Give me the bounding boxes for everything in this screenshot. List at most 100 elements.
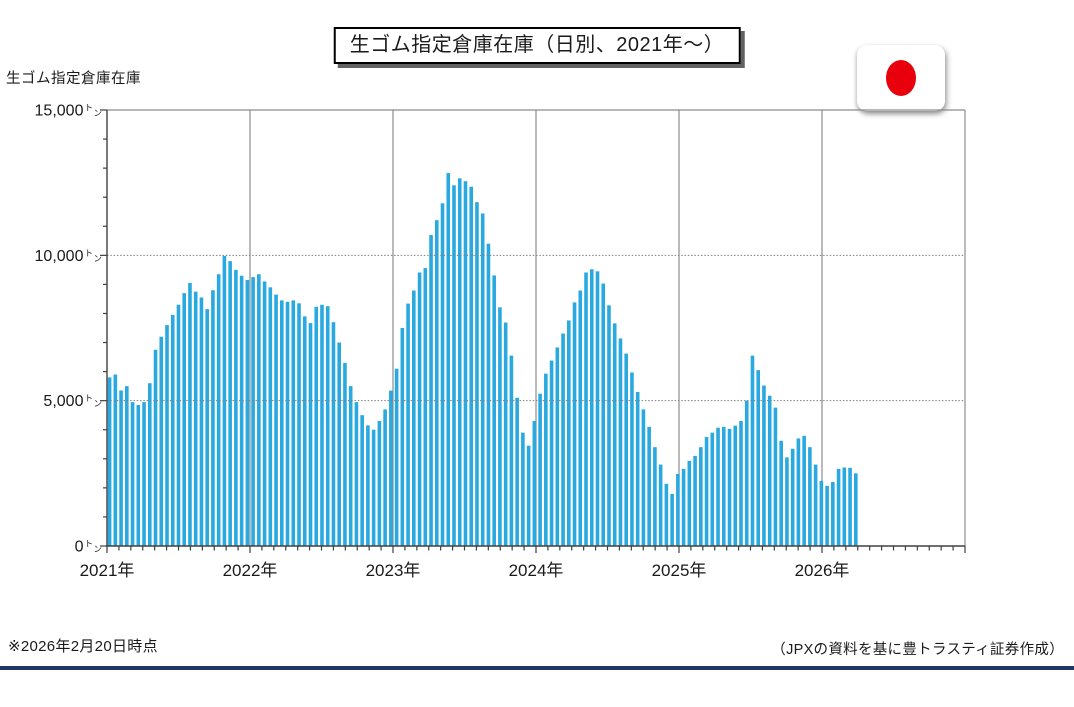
bar [262, 281, 267, 546]
source-note: （JPXの資料を基に豊トラスティ証券作成） [771, 642, 1064, 658]
bar [486, 243, 491, 546]
bar [612, 323, 617, 546]
bar [125, 386, 129, 546]
bar [721, 426, 726, 546]
bar [245, 280, 250, 546]
bar [354, 402, 359, 546]
bar [119, 390, 123, 546]
japan-flag-icon [857, 45, 945, 111]
bar [222, 255, 227, 546]
bar [130, 402, 135, 546]
bar [440, 203, 445, 547]
bar [211, 290, 215, 546]
y-tick-label: 10,000トン [35, 248, 102, 265]
bar [733, 425, 738, 546]
bar [813, 464, 818, 546]
bar [526, 445, 531, 546]
bar [848, 467, 852, 546]
bar [796, 438, 801, 546]
x-tick-label: 2022年 [223, 561, 278, 580]
bar [257, 274, 261, 546]
bar [113, 374, 118, 546]
bar [228, 261, 232, 546]
bar [664, 483, 669, 546]
bar [601, 283, 606, 546]
bar [561, 333, 565, 546]
x-tick-label: 2026年 [795, 561, 850, 580]
bar [320, 304, 324, 546]
bar [285, 301, 290, 546]
bar [693, 455, 697, 546]
chart-title: 生ゴム指定倉庫在庫（日別、2021年～） [349, 34, 725, 56]
bar [658, 464, 663, 546]
bar [193, 291, 198, 546]
bar [377, 421, 382, 546]
bar [842, 467, 847, 546]
bar [854, 473, 858, 546]
bar [819, 480, 824, 546]
bar [555, 347, 560, 546]
x-tick-label: 2025年 [652, 561, 707, 580]
bar [234, 269, 238, 546]
bar [297, 303, 301, 546]
bar [383, 409, 387, 546]
bar [182, 293, 187, 546]
bar [268, 287, 273, 546]
bar [676, 473, 680, 546]
bar [325, 306, 330, 546]
x-tick-label: 2021年 [80, 561, 135, 580]
bar [452, 185, 456, 546]
bar [205, 309, 209, 546]
bar [515, 397, 519, 546]
bar [251, 277, 255, 546]
bar [314, 306, 319, 546]
bar [308, 323, 313, 546]
bar [291, 300, 296, 546]
bar [825, 485, 829, 546]
bar [498, 307, 502, 546]
bar [567, 320, 571, 546]
bar [475, 202, 479, 546]
bar [337, 342, 341, 546]
bar [457, 178, 462, 546]
bar [176, 304, 181, 546]
bar [595, 271, 600, 546]
bar [532, 421, 537, 546]
bar [429, 234, 433, 547]
bar [360, 415, 364, 546]
bar [412, 290, 416, 546]
bar [744, 400, 749, 546]
x-tick-label: 2023年 [366, 561, 421, 580]
bar [348, 386, 353, 546]
bar [366, 425, 370, 546]
bar [159, 336, 164, 546]
bar [681, 468, 686, 546]
bar [389, 390, 393, 546]
bar [727, 428, 732, 546]
bar [750, 355, 755, 546]
bar [538, 393, 542, 546]
bar [406, 303, 410, 546]
bar [773, 407, 778, 546]
bar [400, 328, 405, 546]
bar [188, 282, 192, 546]
bar [417, 272, 422, 546]
bar [647, 426, 651, 546]
bar [549, 360, 554, 546]
bar [331, 322, 336, 546]
divider-rule [0, 666, 1074, 670]
bar [670, 493, 674, 546]
bar [153, 349, 158, 546]
bar [147, 383, 152, 546]
bar [699, 447, 703, 546]
bar [544, 373, 548, 546]
bar [630, 372, 634, 546]
bar [618, 338, 623, 546]
bar [434, 220, 439, 546]
y-axis-title: 生ゴム指定倉庫在庫 [6, 71, 141, 87]
bar [165, 325, 169, 546]
japan-flag-red-circle-icon [886, 60, 916, 96]
bar [394, 368, 399, 546]
bar [107, 377, 112, 546]
bar [521, 432, 525, 546]
